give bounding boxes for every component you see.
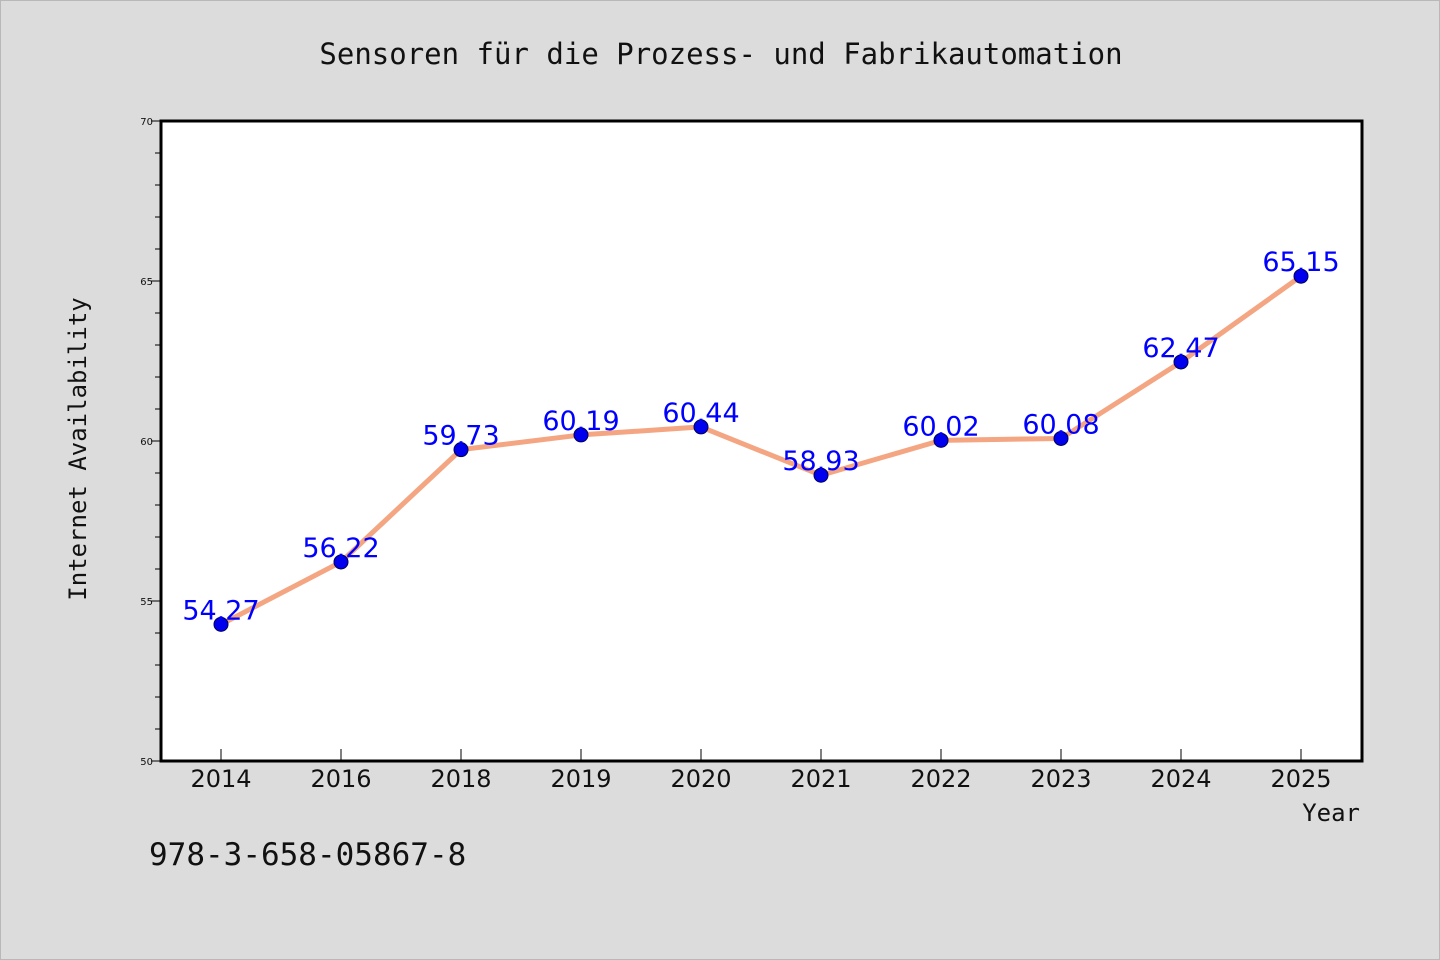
y-axis-label: Internet Availability [64, 297, 92, 600]
data-point [693, 419, 709, 435]
y-tick-label: 50 [140, 757, 153, 768]
x-tick-label: 2025 [1270, 765, 1331, 793]
data-point [1173, 354, 1189, 370]
data-markers [213, 268, 1309, 632]
data-label: 65.15 [1262, 247, 1339, 278]
data-point [213, 616, 229, 632]
x-tick-label: 2024 [1150, 765, 1211, 793]
data-point [333, 554, 349, 570]
data-label: 60.08 [1022, 409, 1099, 440]
x-tick-label: 2018 [430, 765, 491, 793]
x-tick-label: 2021 [790, 765, 851, 793]
plot-frame [159, 119, 1364, 763]
data-point [1053, 430, 1069, 446]
data-point [573, 427, 589, 443]
y-tick-label: 70 [140, 117, 153, 128]
data-label: 58.93 [782, 446, 859, 477]
y-axis-ticks: 50 55 60 65 70 [140, 117, 161, 768]
data-point [1293, 268, 1309, 284]
x-tick-label: 2019 [550, 765, 611, 793]
data-point [453, 442, 469, 458]
y-tick-label: 55 [140, 597, 153, 608]
series-line [218, 273, 1304, 627]
data-labels: 54.27 56.22 59.73 60.19 60.44 58.93 60.02 60.08… [182, 247, 1339, 626]
chart-title: Sensoren für die Prozess- und Fabrikauto… [319, 37, 1122, 71]
x-tick-label: 2020 [670, 765, 731, 793]
x-tick-label: 2022 [910, 765, 971, 793]
data-point [813, 467, 829, 483]
x-tick-label: 2023 [1030, 765, 1091, 793]
data-label: 59.73 [422, 421, 499, 452]
x-tick-label: 2014 [190, 765, 251, 793]
x-axis-ticks: 2014 2016 2018 2019 2020 2021 2022 2023 2024 2025 [190, 749, 1332, 793]
data-label: 60.19 [542, 406, 619, 437]
data-label: 54.27 [182, 595, 259, 626]
isbn-text: 978-3-658-05867-8 [149, 837, 466, 873]
plot-area [161, 121, 1362, 761]
data-label: 60.02 [902, 411, 979, 442]
x-tick-label: 2016 [310, 765, 371, 793]
y-tick-label: 60 [140, 437, 153, 448]
data-point [933, 432, 949, 448]
data-label: 60.44 [662, 398, 739, 429]
series-line-group [218, 273, 1304, 627]
data-label: 62.47 [1142, 333, 1219, 364]
x-axis-label: Year [1302, 799, 1360, 827]
data-label: 56.22 [302, 533, 379, 564]
y-tick-label: 65 [140, 277, 153, 288]
